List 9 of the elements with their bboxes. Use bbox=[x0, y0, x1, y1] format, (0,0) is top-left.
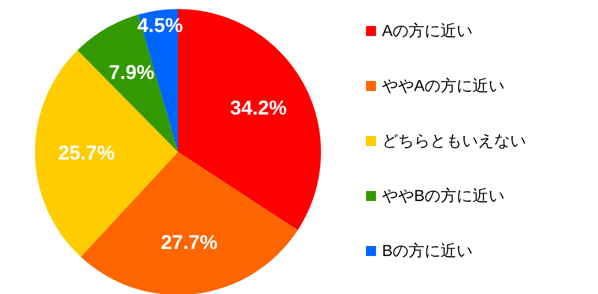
data-label: 7.9% bbox=[108, 62, 155, 84]
legend-label: ややBの方に近い bbox=[382, 186, 505, 206]
data-label: 27.7% bbox=[160, 232, 218, 254]
legend-label: Aの方に近い bbox=[382, 22, 473, 42]
legend-label: Bの方に近い bbox=[382, 242, 473, 262]
data-label: 34.2% bbox=[230, 97, 288, 120]
legend-label: どちらともいえない bbox=[382, 132, 526, 152]
data-label: 25.7% bbox=[58, 142, 116, 164]
legend-label: ややAの方に近い bbox=[382, 76, 505, 96]
